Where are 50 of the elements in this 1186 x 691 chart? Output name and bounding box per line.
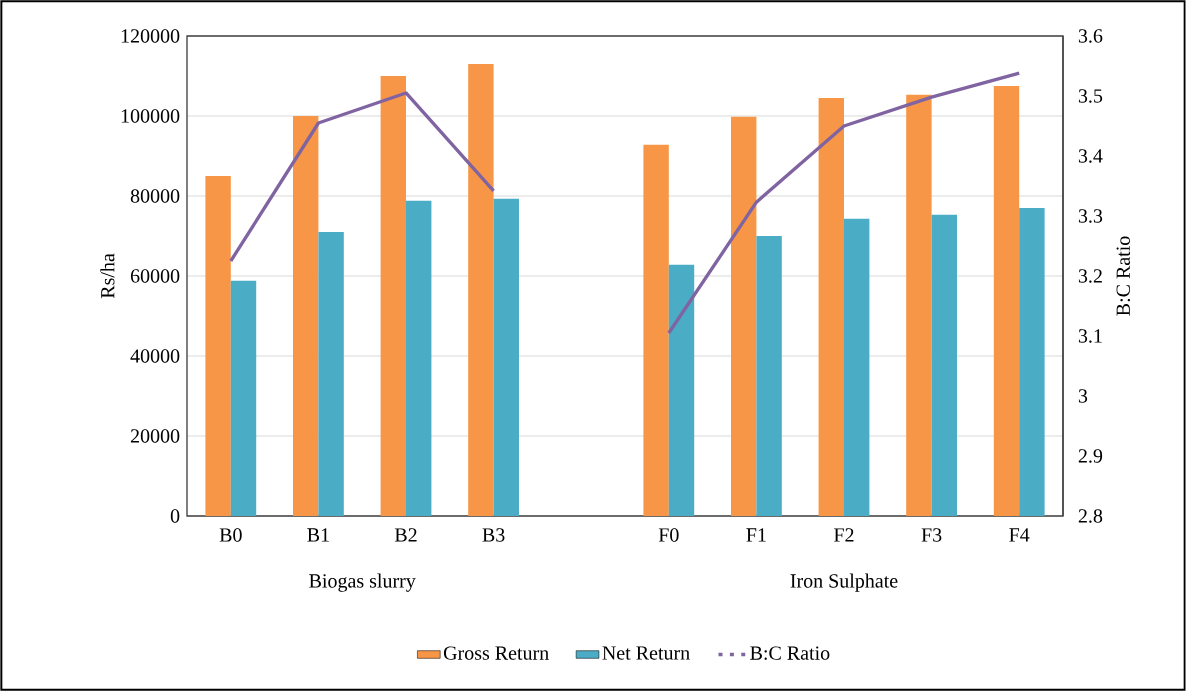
bar: [318, 231, 344, 516]
x-tick-label: B1: [307, 528, 329, 542]
legend-label: Gross Return: [443, 646, 549, 660]
bar: [230, 280, 257, 516]
x-tick-label: B3: [482, 528, 505, 542]
y2-tick-label: 3.2: [1078, 269, 1102, 283]
bar: [493, 198, 520, 516]
y2-tick-label: 3.1: [1078, 329, 1102, 343]
legend-label: B:C Ratio: [750, 646, 830, 660]
y-tick-label: 0: [170, 509, 180, 523]
y-tick-label: 20000: [130, 429, 180, 443]
bar: [468, 63, 494, 516]
x-tick-label: F0: [658, 528, 679, 542]
y2-axis-title: B:C Ratio: [1116, 236, 1131, 316]
y2-tick-label: 3.5: [1078, 89, 1103, 103]
y-tick-label: 120000: [121, 29, 180, 43]
x-tick-label: F1: [746, 528, 766, 542]
x-tick-label: B0: [219, 528, 242, 542]
y-tick-label: 40000: [130, 349, 180, 363]
bar: [293, 115, 319, 516]
bar: [931, 214, 958, 516]
bar: [756, 235, 782, 516]
y2-tick-label: 3.4: [1078, 149, 1103, 163]
bar: [844, 218, 870, 516]
y2-tick-label: 3.3: [1078, 209, 1103, 223]
bar: [668, 264, 695, 516]
y-tick-label: 100000: [121, 109, 180, 123]
y-axis-title: Rs/ha: [100, 253, 115, 299]
bar: [818, 97, 844, 516]
y2-tick-label: 3.6: [1078, 29, 1103, 43]
legend-label: Net Return: [602, 646, 690, 660]
bar: [1019, 207, 1045, 516]
x-tick-label: F2: [834, 528, 854, 542]
x-tick-label: B2: [394, 528, 417, 542]
x-tick-label: F3: [921, 528, 942, 542]
bar: [205, 175, 231, 516]
y2-tick-label: 3: [1078, 389, 1088, 403]
bar: [906, 94, 932, 516]
bar: [380, 75, 406, 516]
y-tick-label: 80000: [130, 189, 180, 203]
y2-tick-label: 2.8: [1078, 509, 1103, 523]
x-tick-label: F4: [1009, 528, 1030, 542]
y-tick-label: 60000: [130, 269, 180, 283]
y2-tick-label: 2.9: [1078, 449, 1103, 463]
bar: [643, 144, 669, 516]
text: Iron Sulphate: [790, 573, 898, 592]
text: Biogas slurry: [309, 573, 416, 592]
bar: [406, 200, 432, 516]
bar: [993, 85, 1020, 516]
bar: [731, 116, 757, 516]
